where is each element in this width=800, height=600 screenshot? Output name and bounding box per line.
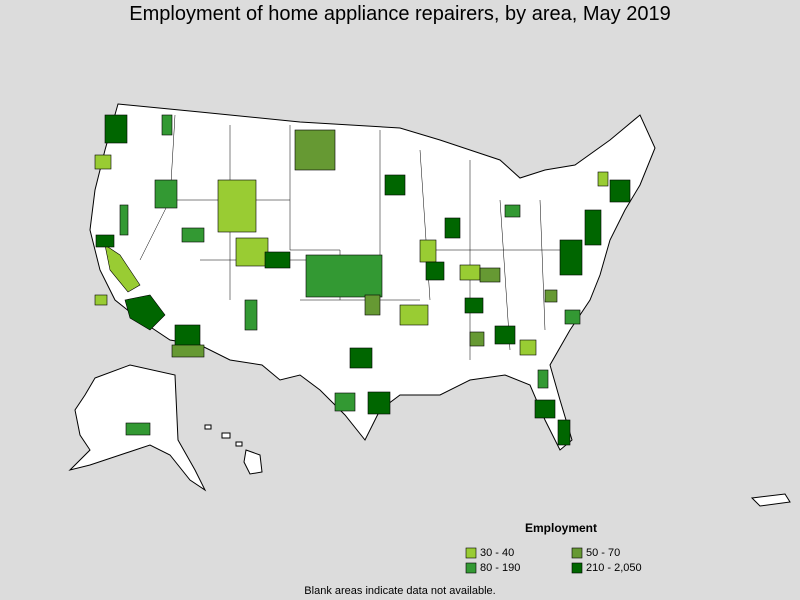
legend-swatch [571, 547, 583, 559]
shaded-areas [94, 114, 631, 446]
puerto-rico [750, 493, 791, 507]
legend-label: 50 - 70 [586, 547, 620, 559]
legend: 30 - 40 50 - 70 80 - 190 210 - 2,050 [465, 547, 642, 574]
map-title: Employment of home appliance repairers, … [129, 3, 670, 25]
footnote: Blank areas indicate data not available. [304, 585, 495, 597]
legend-title: Employment [525, 521, 597, 535]
legend-label: 30 - 40 [480, 547, 514, 559]
legend-label: 210 - 2,050 [586, 562, 642, 574]
hawaii [204, 424, 263, 475]
legend-swatch [465, 547, 477, 559]
legend-swatch [571, 562, 583, 574]
legend-swatch [465, 562, 477, 574]
legend-label: 80 - 190 [480, 562, 520, 574]
